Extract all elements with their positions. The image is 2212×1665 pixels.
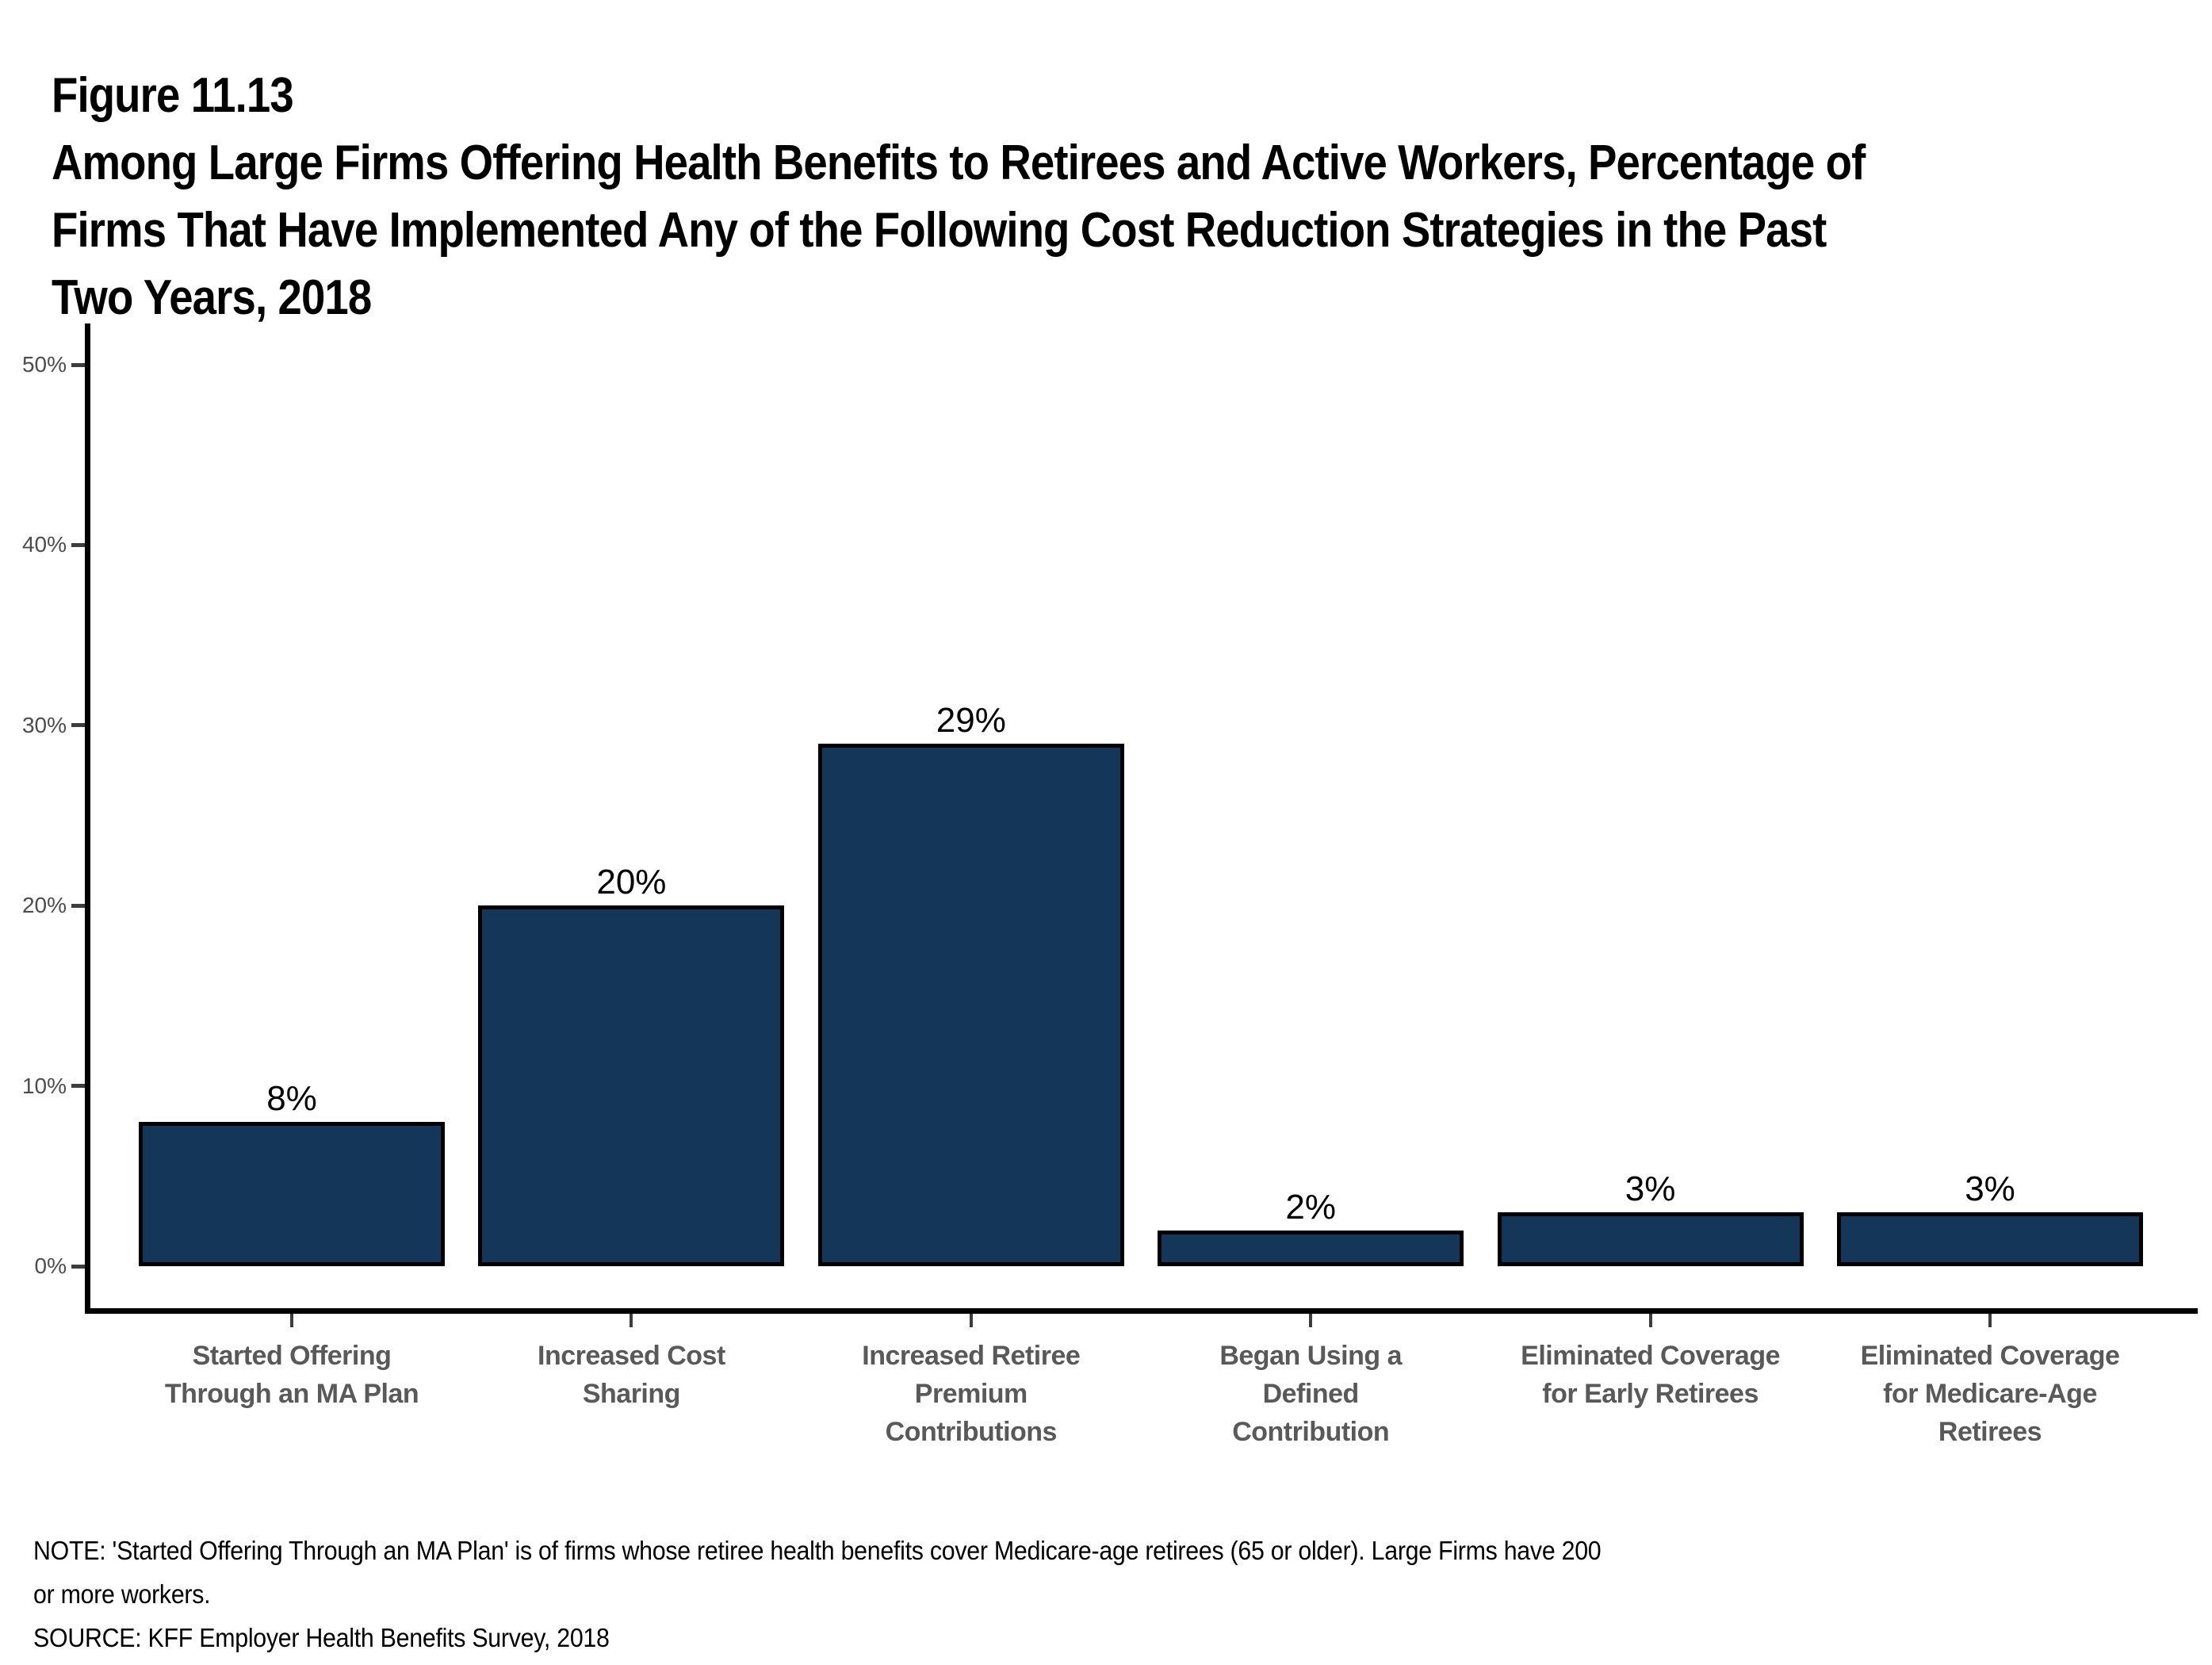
y-axis-tick xyxy=(71,1264,85,1269)
category-label-1: Started Offering Through an MA Plan xyxy=(121,1337,462,1413)
category-label-line: Increased Retiree xyxy=(862,1341,1081,1371)
bar-6 xyxy=(1837,1211,2143,1266)
y-axis-tick-label: 50% xyxy=(21,352,67,377)
category-label-2: Increased Cost Sharing xyxy=(461,1337,802,1413)
x-axis-tick xyxy=(630,1314,633,1327)
category-label-6: Eliminated Coverage for Medicare-Age Retir… xyxy=(1820,1337,2160,1451)
figure-footnotes: NOTE: 'Started Offering Through an MA Pl… xyxy=(33,1529,1602,1659)
bar-4 xyxy=(1158,1230,1464,1266)
figure-title-line-1: Among Large Firms Offering Health Benefi… xyxy=(52,136,1866,190)
figure-title-line-2: Firms That Have Implemented Any of the F… xyxy=(52,203,1827,258)
x-axis-line xyxy=(85,1308,2198,1314)
category-label-line: Eliminated Coverage xyxy=(1521,1341,1781,1371)
bar-1 xyxy=(139,1122,445,1266)
y-axis-tick-label: 20% xyxy=(21,893,67,918)
category-label-line: Through an MA Plan xyxy=(164,1379,419,1409)
x-axis-tick xyxy=(1648,1314,1652,1327)
category-label-line: Contributions xyxy=(885,1417,1058,1447)
bar-value-label: 3% xyxy=(1625,1169,1676,1208)
note-line-1: NOTE: 'Started Offering Through an MA Pl… xyxy=(33,1536,1602,1565)
category-label-line: for Early Retirees xyxy=(1542,1379,1759,1409)
category-label-3: Increased Retiree Premium Contributions xyxy=(801,1337,1142,1451)
y-axis-tick xyxy=(71,723,85,728)
bar-value-label: 29% xyxy=(936,700,1006,740)
note-line-2: or more workers. xyxy=(33,1579,211,1609)
bar-value-label: 20% xyxy=(596,863,667,902)
category-label-5: Eliminated Coverage for Early Retirees xyxy=(1480,1337,1821,1413)
bar-value-label: 3% xyxy=(1965,1169,2015,1208)
category-label-line: Eliminated Coverage xyxy=(1860,1341,2120,1371)
bar-2 xyxy=(478,905,785,1266)
category-label-line: for Medicare-Age xyxy=(1883,1379,2097,1409)
figure-title-block: Figure 11.13 Among Large Firms Offering … xyxy=(52,62,1866,331)
y-axis-tick-label: 30% xyxy=(21,712,67,737)
bar-3 xyxy=(817,743,1124,1266)
bar-value-label: 2% xyxy=(1285,1187,1336,1227)
category-label-line: Increased Cost xyxy=(538,1341,725,1371)
y-axis-tick-label: 10% xyxy=(21,1073,67,1098)
category-label-line: Contribution xyxy=(1232,1417,1390,1447)
category-label-line: Began Using a xyxy=(1219,1341,1403,1371)
x-axis-tick xyxy=(290,1314,293,1327)
bar-5 xyxy=(1497,1211,1804,1266)
category-label-line: Sharing xyxy=(582,1379,681,1409)
y-axis-tick xyxy=(71,1084,85,1089)
category-label-line: Started Offering xyxy=(192,1341,392,1371)
category-label-line: Retirees xyxy=(1938,1417,2042,1447)
category-label-4: Began Using a Defined Contribution xyxy=(1140,1337,1481,1451)
figure-title-line-3: Two Years, 2018 xyxy=(52,270,372,325)
source-line: SOURCE: KFF Employer Health Benefits Sur… xyxy=(33,1623,610,1652)
bar-value-label: 8% xyxy=(266,1079,317,1119)
y-axis-tick-label: 40% xyxy=(21,532,67,557)
figure-number: Figure 11.13 xyxy=(52,68,294,123)
x-axis-tick xyxy=(1309,1314,1313,1327)
y-axis-line xyxy=(85,323,90,1314)
x-axis-tick xyxy=(1988,1314,1992,1327)
category-label-line: Defined xyxy=(1262,1379,1360,1409)
y-axis-tick-label: 0% xyxy=(34,1254,67,1278)
x-axis-tick xyxy=(969,1314,973,1327)
y-axis-tick xyxy=(71,903,85,908)
category-label-line: Premium xyxy=(914,1379,1028,1409)
y-axis-tick xyxy=(71,362,85,367)
y-axis-tick xyxy=(71,542,85,547)
